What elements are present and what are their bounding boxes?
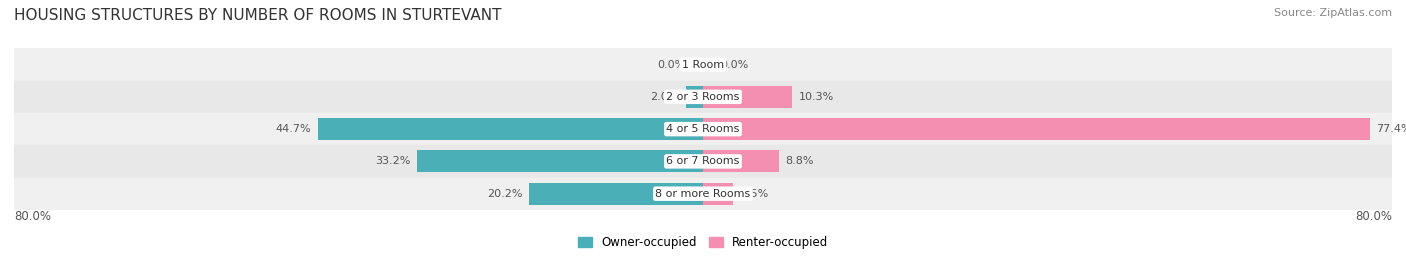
Bar <box>703 118 1369 140</box>
Bar <box>14 145 1392 178</box>
Bar <box>529 183 703 205</box>
Text: 80.0%: 80.0% <box>1355 210 1392 223</box>
Bar <box>703 150 779 172</box>
Text: 3.5%: 3.5% <box>740 189 768 199</box>
Text: 8 or more Rooms: 8 or more Rooms <box>655 189 751 199</box>
Text: 20.2%: 20.2% <box>486 189 522 199</box>
Bar <box>14 48 1392 81</box>
Text: 2 or 3 Rooms: 2 or 3 Rooms <box>666 92 740 102</box>
Bar <box>14 81 1392 113</box>
Text: 10.3%: 10.3% <box>799 92 834 102</box>
Bar <box>14 113 1392 145</box>
Text: 0.0%: 0.0% <box>658 59 686 70</box>
Text: 77.4%: 77.4% <box>1376 124 1406 134</box>
Legend: Owner-occupied, Renter-occupied: Owner-occupied, Renter-occupied <box>578 236 828 249</box>
Text: Source: ZipAtlas.com: Source: ZipAtlas.com <box>1274 8 1392 18</box>
Text: 44.7%: 44.7% <box>276 124 311 134</box>
Text: 4 or 5 Rooms: 4 or 5 Rooms <box>666 124 740 134</box>
Bar <box>14 178 1392 210</box>
Bar <box>703 183 733 205</box>
Text: HOUSING STRUCTURES BY NUMBER OF ROOMS IN STURTEVANT: HOUSING STRUCTURES BY NUMBER OF ROOMS IN… <box>14 8 502 23</box>
Bar <box>686 86 703 108</box>
Text: 6 or 7 Rooms: 6 or 7 Rooms <box>666 156 740 167</box>
Bar <box>418 150 703 172</box>
Text: 2.0%: 2.0% <box>651 92 679 102</box>
Text: 33.2%: 33.2% <box>375 156 411 167</box>
Text: 0.0%: 0.0% <box>720 59 748 70</box>
Text: 80.0%: 80.0% <box>14 210 51 223</box>
Text: 1 Room: 1 Room <box>682 59 724 70</box>
Text: 8.8%: 8.8% <box>786 156 814 167</box>
Bar <box>318 118 703 140</box>
Bar <box>703 86 792 108</box>
